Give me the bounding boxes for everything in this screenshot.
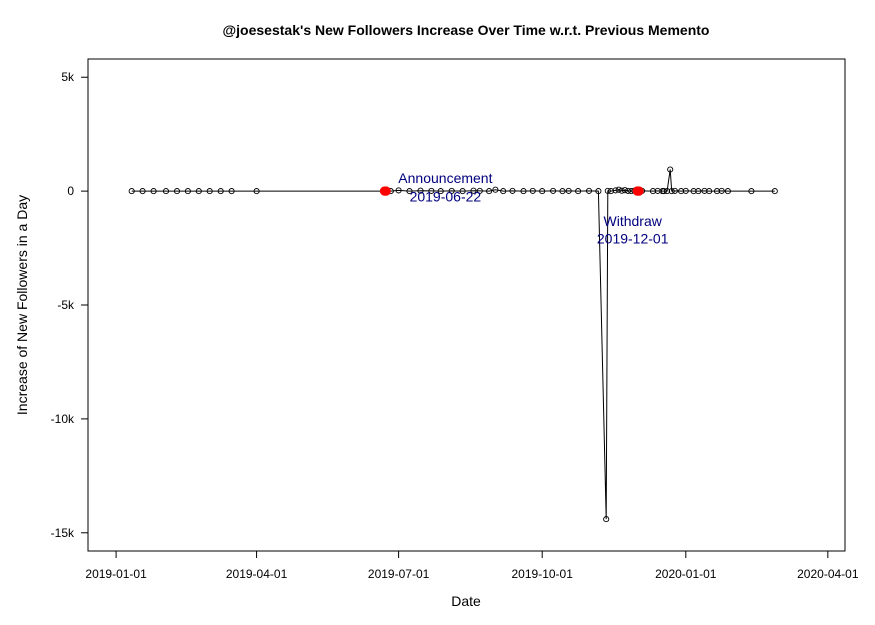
data-point: [618, 187, 625, 194]
data-point: [624, 187, 632, 194]
data-point: [470, 187, 477, 194]
data-point: [667, 166, 674, 173]
annotation-layer: Announcement 2019-06-22 Withdraw 2019-12-01: [398, 170, 668, 247]
data-point: [150, 188, 157, 195]
data-point: [492, 186, 499, 193]
data-point: [706, 188, 713, 195]
data-point: [621, 187, 628, 194]
data-point: [162, 188, 170, 195]
highlight-point: [634, 186, 644, 196]
y-tick-label: -10k: [51, 412, 75, 426]
data-point: [509, 187, 516, 194]
data-point: [671, 187, 678, 194]
data-point: [228, 188, 235, 195]
data-point: [565, 187, 572, 194]
highlight-point: [381, 186, 391, 196]
x-tick-label: 2019-10-01: [512, 567, 574, 581]
annotation-text: Announcement: [398, 170, 492, 186]
chart-title: @joesestak's New Followers Increase Over…: [223, 22, 710, 38]
data-point: [559, 188, 566, 195]
data-point: [603, 516, 610, 523]
data-point: [678, 188, 685, 195]
data-point: [615, 186, 622, 193]
data-point: [771, 188, 778, 195]
data-point: [701, 187, 708, 194]
x-tick-label: 2019-04-01: [226, 567, 288, 581]
x-tick-label: 2020-01-01: [655, 567, 717, 581]
data-point: [206, 188, 213, 195]
y-tick-label: -5k: [57, 298, 75, 312]
data-point: [595, 188, 602, 195]
data-point: [664, 188, 671, 195]
x-tick-label: 2020-04-01: [797, 567, 859, 581]
data-point: [718, 187, 725, 194]
data-point: [724, 188, 731, 195]
data-point: [649, 188, 657, 195]
data-point: [428, 187, 435, 194]
data-point: [437, 188, 444, 195]
annotation-text: 2019-12-01: [597, 231, 669, 247]
data-point: [217, 188, 224, 195]
x-axis: 2019-01-01 2019-04-01 2019-07-01 2019-10-01…: [85, 550, 859, 581]
data-point: [417, 187, 424, 194]
data-point: [690, 188, 697, 195]
data-point: [184, 188, 191, 195]
y-axis-label: Increase of New Followers in a Day: [14, 195, 30, 415]
x-tick-label: 2019-01-01: [85, 567, 147, 581]
data-point: [476, 187, 483, 194]
data-point: [253, 188, 260, 195]
data-point: [654, 187, 661, 194]
y-tick-label: 0: [67, 184, 74, 198]
data-point: [575, 188, 582, 195]
data-point: [395, 187, 402, 194]
data-point: [550, 187, 557, 194]
data-point: [612, 187, 619, 194]
data-point: [682, 187, 689, 194]
y-tick-label: -15k: [51, 526, 75, 540]
data-point: [668, 188, 675, 195]
x-tick-label: 2019-07-01: [368, 567, 430, 581]
y-tick-label: 5k: [61, 70, 75, 84]
plot-layer: [128, 166, 778, 523]
data-point: [173, 188, 181, 195]
data-point: [529, 187, 536, 194]
data-point: [128, 188, 135, 195]
plot-frame: [87, 58, 846, 552]
data-point: [486, 188, 493, 195]
data-point: [585, 187, 593, 194]
data-point: [459, 188, 466, 195]
data-point: [500, 188, 507, 195]
y-axis: 5k 0 -5k -10k -15k: [51, 70, 89, 540]
data-point: [695, 188, 702, 195]
data-point: [539, 188, 546, 195]
data-point: [748, 188, 755, 195]
annotation-text: Withdraw: [604, 213, 663, 229]
data-point: [195, 188, 202, 195]
data-point: [139, 188, 146, 195]
data-point: [713, 188, 721, 195]
data-point: [520, 188, 527, 195]
series-line: [131, 169, 775, 520]
x-axis-label: Date: [451, 593, 481, 609]
data-point: [660, 188, 667, 195]
data-point: [406, 188, 413, 195]
data-point: [604, 187, 611, 194]
annotation-text: 2019-06-22: [410, 188, 482, 204]
data-point: [448, 187, 455, 194]
